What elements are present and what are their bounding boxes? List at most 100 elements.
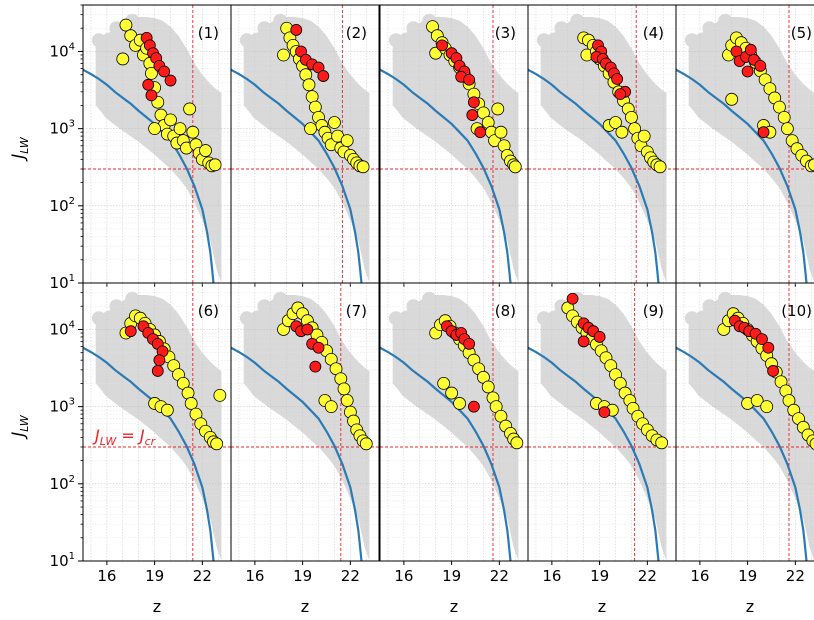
x-tick-label: 16 <box>394 567 413 585</box>
highlight-point <box>757 126 770 139</box>
halo-point <box>510 436 524 450</box>
highlight-point <box>436 39 448 52</box>
halo-point <box>208 158 222 172</box>
halo-point <box>760 400 774 414</box>
highlight-point <box>164 74 177 87</box>
cloud-blob <box>91 33 106 48</box>
halo-point <box>304 122 317 136</box>
background-cloud <box>392 16 519 283</box>
model-curve <box>231 346 363 561</box>
highlight-point <box>593 331 606 343</box>
highlight-point <box>762 341 775 354</box>
cloud-blob <box>273 291 288 306</box>
background-cloud <box>243 294 370 561</box>
highlight-point <box>754 60 767 72</box>
panel-2 <box>231 5 379 283</box>
halo-point <box>655 436 669 450</box>
x-tick-label: 19 <box>738 567 757 585</box>
x-axis-label: z <box>153 597 161 616</box>
panel-frame <box>230 282 380 562</box>
halo-point <box>302 78 316 92</box>
y-tick-label: 104 <box>50 319 75 338</box>
halo-point <box>356 160 370 174</box>
highlight-point <box>466 109 479 121</box>
x-tick-label: 22 <box>341 567 360 585</box>
highlight-point <box>744 43 757 56</box>
halo-point <box>625 110 638 124</box>
halo-point <box>119 18 133 32</box>
halo-point <box>328 116 341 129</box>
halo-point <box>186 125 200 139</box>
halo-point <box>491 102 505 116</box>
panel-label: (2) <box>346 24 367 42</box>
halo-point <box>160 403 174 417</box>
cloud-blob <box>684 33 699 48</box>
highlight-point <box>463 73 476 86</box>
panel-5 <box>676 5 814 283</box>
cloud-blob <box>536 311 551 326</box>
highlight-point <box>142 78 155 91</box>
x-axis-label: z <box>301 597 309 616</box>
halo-point <box>145 66 158 80</box>
panel-label: (4) <box>643 24 664 42</box>
halo-point <box>359 437 373 451</box>
background-cloud <box>243 16 370 283</box>
highlight-point <box>309 360 322 373</box>
panel-1 <box>83 5 231 283</box>
cloud-blob <box>684 311 699 326</box>
panel-label: (5) <box>791 24 812 42</box>
panel-label: (3) <box>495 24 516 42</box>
halo-point <box>615 125 629 139</box>
panel-label: (9) <box>643 302 664 320</box>
halo-point <box>437 377 451 390</box>
halo-point <box>277 48 290 62</box>
halo-point <box>808 158 814 172</box>
halo-point <box>210 437 224 451</box>
halo-point <box>777 110 791 124</box>
x-tick-label: 22 <box>638 567 657 585</box>
halo-point <box>445 386 459 400</box>
highlight-point <box>317 70 330 82</box>
x-tick-label: 22 <box>786 567 805 585</box>
cloud-blob <box>718 291 733 306</box>
highlight-point <box>577 335 590 348</box>
x-tick-label: 19 <box>590 567 609 585</box>
cloud-blob <box>388 33 403 48</box>
highlight-point <box>598 406 611 418</box>
panel-label: (10) <box>781 302 812 320</box>
highlight-point <box>301 323 314 336</box>
panel-label: (8) <box>495 302 516 320</box>
panel-frame <box>675 282 814 562</box>
highlight-point <box>467 400 480 413</box>
model-curve <box>380 68 512 283</box>
halo-point <box>609 116 622 129</box>
halo-point <box>750 394 764 407</box>
panel-4 <box>528 5 676 283</box>
cloud-blob <box>388 311 403 326</box>
highlight-point <box>290 24 303 36</box>
x-tick-label: 16 <box>690 567 709 585</box>
halo-point <box>337 382 351 396</box>
cloud-blob <box>536 33 551 48</box>
x-tick-label: 16 <box>97 567 116 585</box>
x-tick-label: 16 <box>245 567 264 585</box>
y-tick-label: 103 <box>50 397 75 416</box>
halo-point <box>494 125 508 139</box>
background-cloud <box>95 16 222 283</box>
halo-point <box>809 437 814 450</box>
halo-point <box>173 122 187 136</box>
model-curve <box>676 68 808 283</box>
background-cloud <box>95 294 222 561</box>
panel-6 <box>83 283 231 561</box>
halo-point <box>725 92 739 106</box>
halo-point <box>164 113 177 127</box>
highlight-point <box>767 365 779 377</box>
highlight-point <box>158 65 171 78</box>
halo-point <box>340 394 354 407</box>
panel-7 <box>231 283 379 561</box>
cloud-blob <box>239 311 254 326</box>
halo-point <box>481 380 495 394</box>
halo-point <box>508 160 522 174</box>
